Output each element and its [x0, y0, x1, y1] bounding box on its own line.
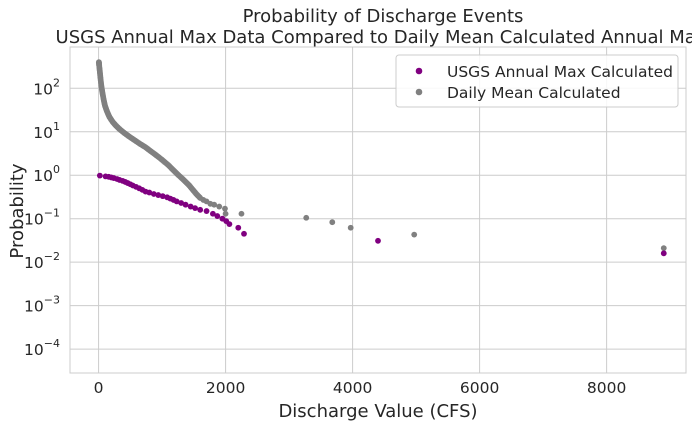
y-tick-label: 10−1 [24, 207, 60, 229]
daily-mean-point [211, 201, 218, 208]
daily-mean-point [222, 205, 228, 212]
daily-mean-point [347, 224, 354, 231]
daily-mean-point [303, 214, 310, 221]
usgs-annual-max-point [146, 189, 153, 196]
legend-label-usgs: USGS Annual Max Calculated [447, 63, 673, 81]
x-tick-label: 8000 [587, 379, 626, 397]
plot-area-frame [69, 46, 687, 374]
usgs-annual-max-point [155, 192, 162, 198]
y-axis-label: Probability [7, 163, 28, 258]
daily-mean-point [411, 231, 418, 238]
daily-mean-point [216, 203, 223, 210]
usgs-annual-max-point [197, 206, 204, 213]
x-tick-label: 4000 [333, 379, 372, 397]
usgs-annual-max-point [214, 213, 221, 219]
usgs-annual-max-point [150, 191, 157, 197]
usgs-annual-max-point [660, 250, 667, 257]
usgs-annual-max-point [209, 210, 216, 217]
usgs-annual-max-point [235, 224, 242, 231]
x-tick-label: 0 [94, 379, 104, 397]
usgs-annual-max-point [375, 237, 381, 244]
daily-mean-point [222, 210, 229, 217]
usgs-annual-max-point [173, 198, 180, 205]
chart-title-line-1: Probability of Discharge Events [243, 6, 524, 27]
x-tick-label: 6000 [460, 379, 499, 397]
usgs-annual-max-point [192, 205, 199, 212]
y-tick-label: 10−3 [24, 294, 60, 316]
usgs-annual-max-point [241, 230, 247, 237]
usgs-annual-max-point [203, 208, 210, 214]
y-tick-label: 10−4 [24, 337, 60, 359]
daily-mean-point [238, 210, 245, 217]
usgs-annual-max-point [226, 221, 233, 228]
daily-mean-point [329, 219, 336, 226]
daily-mean-point [660, 245, 667, 252]
series-daily-mean-points [95, 59, 667, 252]
y-axis-ticks: 102 101 100 10−1 10−2 10−3 10−4 [24, 76, 60, 359]
usgs-annual-max-point [178, 200, 185, 206]
x-tick-label: 2000 [206, 379, 245, 397]
legend-frame [395, 54, 679, 108]
legend-label-daily-mean: Daily Mean Calculated [447, 84, 621, 102]
usgs-annual-max-point [187, 203, 194, 210]
series-usgs-annual-max-points [96, 172, 667, 257]
grid-lines [70, 47, 686, 373]
x-axis-label: Discharge Value (CFS) [278, 401, 477, 422]
legend-marker-usgs [415, 67, 423, 75]
y-tick-label: 100 [33, 163, 60, 185]
y-tick-label: 101 [33, 120, 60, 142]
chart-title-line-2: USGS Annual Max Data Compared to Daily M… [56, 27, 692, 48]
usgs-annual-max-point [159, 193, 166, 200]
y-tick-label: 10−2 [24, 250, 60, 272]
usgs-annual-max-point [96, 172, 103, 179]
legend-marker-daily-mean [415, 88, 423, 96]
y-tick-label: 102 [33, 76, 60, 98]
usgs-annual-max-point [182, 201, 189, 208]
x-axis-ticks: 0 2000 4000 6000 8000 [94, 379, 627, 397]
legend: USGS Annual Max Calculated Daily Mean Ca… [395, 54, 679, 108]
